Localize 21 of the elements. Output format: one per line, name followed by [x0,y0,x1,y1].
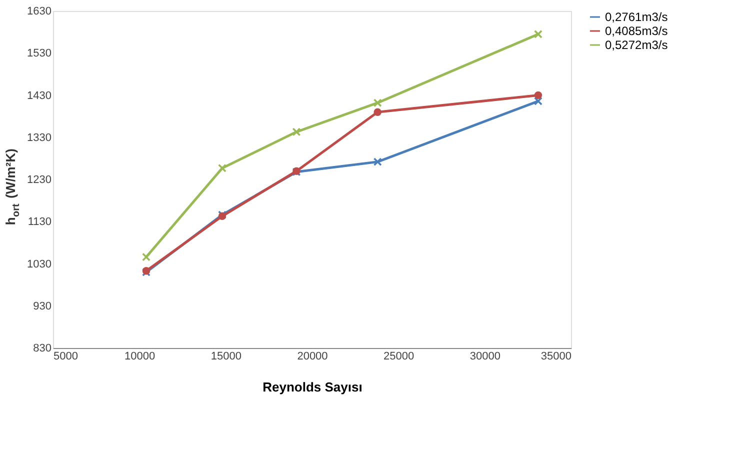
y-tick-label: 1430 [27,90,52,102]
x-tick-label: 5000 [54,350,78,362]
x-tick-label: 10000 [124,350,156,362]
x-tick-label: 35000 [540,350,572,362]
y-axis-title: hort (W/m²K) [3,148,22,226]
x-tick-label: 25000 [384,350,414,362]
legend-label: 0,5272m3/s [605,38,668,52]
x-tick-label: 15000 [210,350,242,362]
y-tick-label: 930 [33,300,52,312]
legend-label: 0,4085m3/s [605,24,668,38]
y-tick-label: 1330 [27,132,52,144]
legend-label: 0,2761m3/s [605,10,668,24]
y-tick-label: 1630 [27,6,52,18]
y-tick-label: 1030 [27,258,52,270]
x-axis-title: Reynolds Sayısı [262,380,362,394]
y-tick-label: 1530 [27,48,52,60]
x-tick-label: 30000 [470,350,500,362]
y-tick-label: 1230 [27,174,52,186]
y-tick-label: 830 [33,342,52,354]
y-tick-label: 1130 [28,216,52,228]
x-tick-label: 20000 [297,350,328,362]
